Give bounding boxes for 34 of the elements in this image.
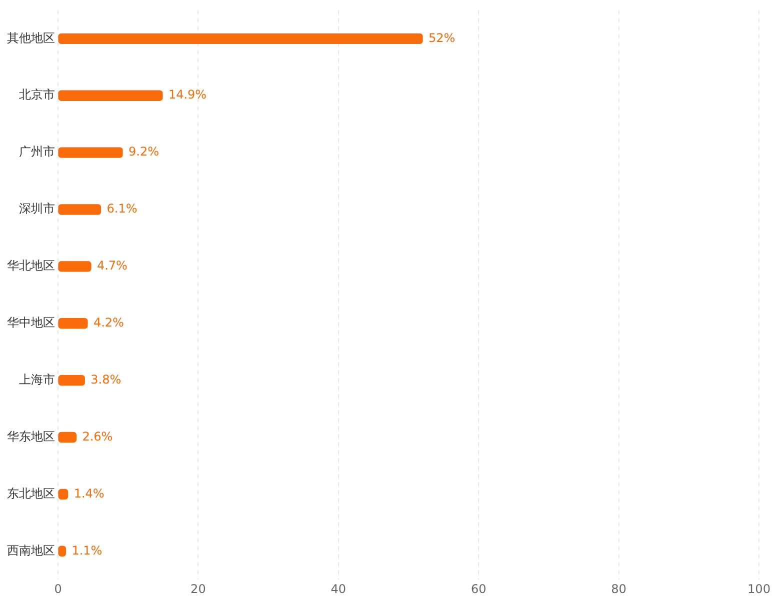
- y-tick-label: 东北地区: [7, 486, 55, 500]
- y-tick-label: 华北地区: [7, 258, 55, 273]
- data-label: 4.7%: [96, 258, 128, 273]
- data-label: 52%: [428, 30, 456, 45]
- y-tick-label: 北京市: [19, 88, 55, 102]
- bar: [58, 432, 77, 443]
- data-label: 3.8%: [90, 372, 122, 386]
- x-tick-label: 20: [190, 582, 206, 596]
- bar: [58, 90, 163, 101]
- x-tick-label: 80: [611, 582, 626, 596]
- bar: [58, 147, 123, 158]
- data-label: 9.2%: [128, 144, 159, 159]
- y-tick-label: 广州市: [19, 144, 55, 159]
- bar: [58, 33, 423, 44]
- y-tick-label: 深圳市: [19, 202, 55, 216]
- data-label: 6.1%: [106, 202, 138, 216]
- data-label: 1.1%: [72, 543, 102, 558]
- x-tick-label: 40: [330, 582, 346, 596]
- x-tick-label: 60: [470, 582, 486, 596]
- y-tick-label: 华东地区: [7, 429, 55, 444]
- data-label: 1.4%: [74, 486, 104, 500]
- y-tick-label: 其他地区: [7, 30, 55, 45]
- y-tick-label: 华中地区: [7, 315, 55, 330]
- bar: [58, 204, 102, 215]
- data-label: 14.9%: [168, 88, 207, 102]
- data-label: 2.6%: [82, 429, 113, 444]
- x-tick-label: 0: [54, 582, 62, 596]
- y-tick-label: 上海市: [19, 372, 55, 386]
- x-tick-label: 100: [748, 582, 770, 596]
- data-label: 4.2%: [93, 315, 124, 330]
- bar: [58, 374, 85, 386]
- y-tick-label: 西南地区: [7, 543, 55, 558]
- bar: [58, 318, 88, 329]
- bar: [58, 261, 92, 272]
